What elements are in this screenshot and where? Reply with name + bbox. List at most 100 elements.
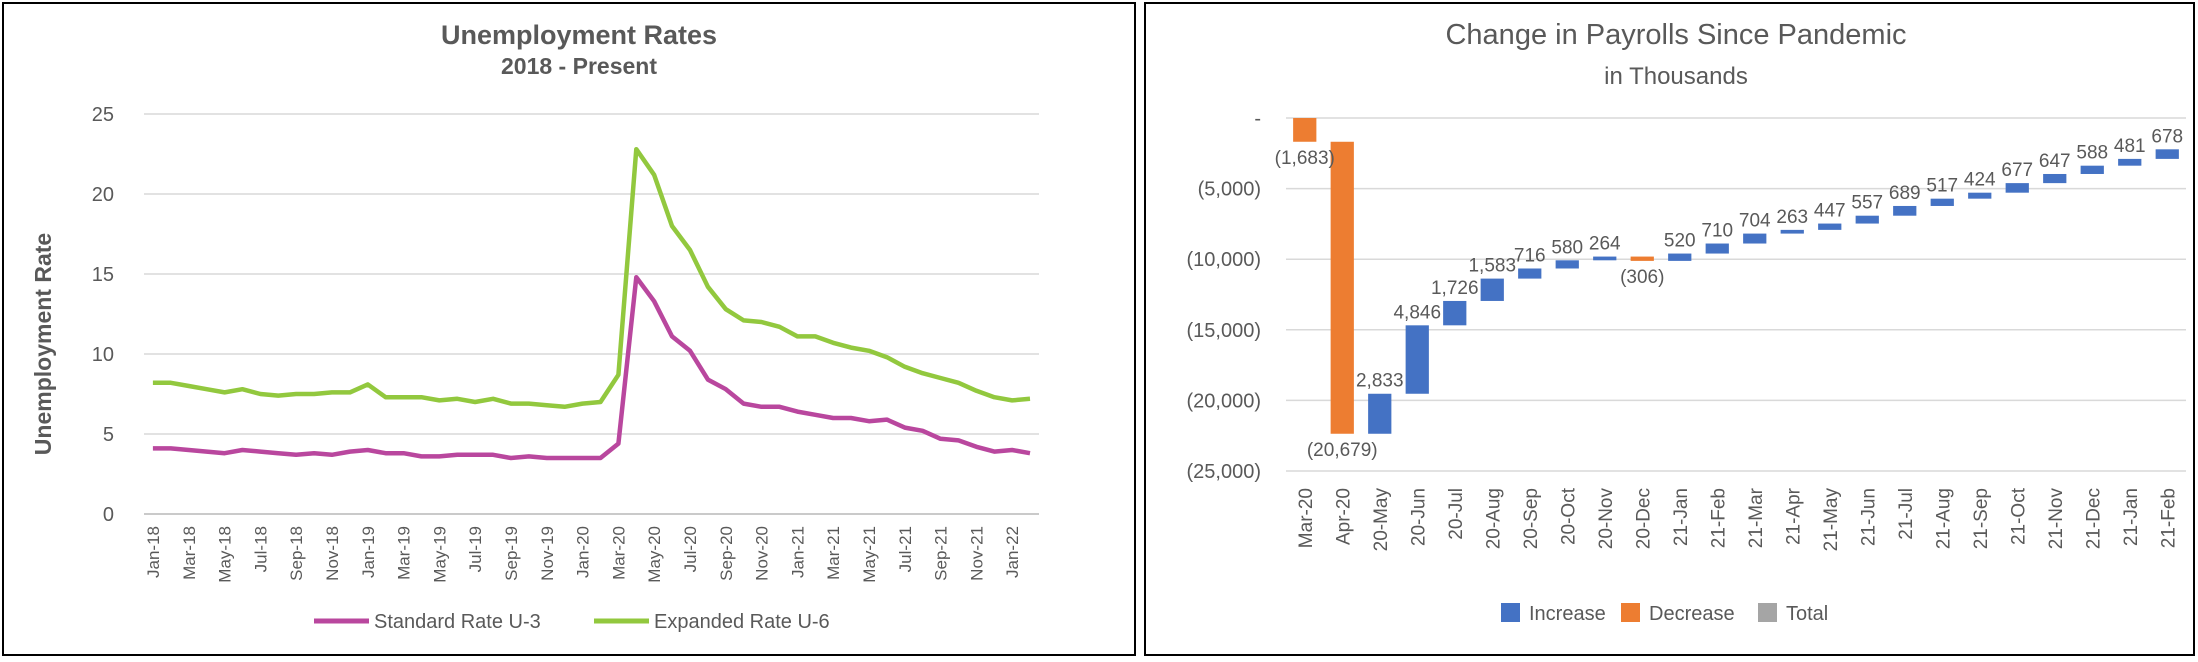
chart-legend: Standard Rate U-3 Expanded Rate U-6 [314,611,830,633]
data-label: (306) [1620,267,1664,288]
increase-bar [2155,149,2179,159]
x-tick-label: Nov-21 [967,526,986,581]
data-label: 1,726 [1431,278,1479,299]
x-tick-label: 21-May [1821,488,1842,552]
data-label: 710 [1701,221,1733,242]
increase-bar [1705,243,1729,254]
increase-bar [1968,192,1992,199]
x-tick-label: 21-Jun [1858,488,1879,546]
chart-subtitle: in Thousands [1604,63,1748,90]
y-tick-label: 15 [92,264,114,286]
x-tick-label: May-20 [645,526,664,583]
x-tick-label: Jul-21 [896,526,915,572]
chart-title: Unemployment Rates [441,20,717,50]
data-label: 689 [1889,183,1921,204]
x-tick-label: 21-Dec [2083,488,2104,549]
x-tick-label: 21-Jan [2121,488,2142,546]
x-tick-label: Jan-19 [359,526,378,578]
x-tick-label: Sep-18 [287,526,306,581]
data-label: (1,683) [1275,148,1335,169]
y-tick-label: 0 [103,504,114,526]
data-label: 263 [1776,207,1808,228]
x-tick-label: 21-Jan [1671,488,1692,546]
data-label: 517 [1926,176,1958,197]
x-tick-label: Jan-18 [144,526,163,578]
decrease-bar [1630,256,1654,261]
data-label: 647 [2039,151,2071,172]
data-label: 424 [1964,170,1996,191]
x-tick-label: 20-Jul [1446,488,1467,540]
decrease-bar [1330,141,1354,434]
x-tick-label: 21-Mar [1746,487,1767,548]
data-label: 557 [1851,193,1883,214]
x-tick-label: Mar-19 [395,526,414,580]
x-tick-label: May-19 [430,526,449,583]
legend-swatch-total [1758,603,1777,622]
data-label: 704 [1739,211,1771,232]
x-tick-label: Nov-20 [753,526,772,581]
chart-subtitle: 2018 - Present [501,53,657,79]
data-label: 4,846 [1393,302,1441,323]
x-tick-label: Sep-21 [932,526,951,581]
x-tick-label: 20-Nov [1596,488,1617,550]
x-tick-label: Jan-20 [574,526,593,578]
data-label: 677 [2001,160,2033,181]
data-label: 481 [2114,136,2146,157]
data-label: 2,833 [1356,371,1404,392]
increase-bar [1855,215,1879,224]
decrease-bar [1293,118,1317,142]
x-tick-label: Mar-20 [1296,488,1317,548]
x-tick-label: 20-May [1371,488,1392,552]
increase-bar [1930,198,1954,206]
increase-bar [2080,165,2104,174]
increase-bar [1668,253,1692,261]
payrolls-chart-panel: Change in Payrolls Since Pandemic in Tho… [1144,2,2195,656]
y-tick-label: 25 [92,104,114,126]
x-tick-label: Nov-18 [323,526,342,581]
y-tick-label: (15,000) [1187,320,1262,342]
increase-bar [1368,393,1392,434]
x-tick-label: 21-Feb [2158,488,2179,548]
chart-title: Change in Payrolls Since Pandemic [1445,19,1906,51]
x-tick-label: 20-Oct [1558,487,1579,545]
data-label: 520 [1664,231,1696,252]
legend-swatch-increase [1501,603,1520,622]
x-tick-label: 21-Jul [1896,488,1917,540]
increase-bar [2005,183,2029,193]
x-tick-label: 21-Feb [1708,488,1729,548]
x-tick-label: May-18 [216,526,235,583]
increase-bar [1443,300,1467,326]
data-label: 580 [1551,237,1583,258]
x-tick-label: Sep-19 [502,526,521,581]
y-tick-label: (10,000) [1187,249,1262,271]
data-label: 447 [1814,201,1846,222]
legend-label-total: Total [1786,603,1828,625]
data-label: 678 [2151,126,2183,147]
increase-bar [1743,233,1767,244]
increase-bar [1555,260,1579,269]
x-tick-label: May-21 [860,526,879,583]
increase-bar [1518,268,1542,279]
increase-bar [2043,173,2067,184]
y-tick-label: (20,000) [1187,390,1262,412]
increase-bar [2118,158,2142,166]
unemployment-line-chart: Unemployment Rates 2018 - Present Unempl… [30,20,1039,633]
x-tick-label: Jan-21 [788,526,807,578]
y-tick-label: (25,000) [1187,461,1262,483]
x-tick-label: 21-Apr [1783,487,1804,545]
x-tick-label: Jul-20 [681,526,700,572]
chart-legend: Increase Decrease Total [1501,603,1828,625]
data-label: 716 [1514,245,1546,266]
x-tick-label: Jul-18 [251,526,270,572]
x-tick-label: Mar-20 [609,526,628,580]
increase-bar [1405,325,1429,394]
increase-bar [1818,223,1842,230]
x-tick-label: Mar-18 [180,526,199,580]
increase-bar [1593,256,1617,261]
data-label: 588 [2076,143,2108,164]
series-line-u6 [152,146,1031,410]
increase-bar [1480,278,1504,301]
x-tick-label: Jul-19 [466,526,485,572]
x-tick-label: 20-Sep [1521,488,1542,549]
data-label: 264 [1589,234,1621,255]
